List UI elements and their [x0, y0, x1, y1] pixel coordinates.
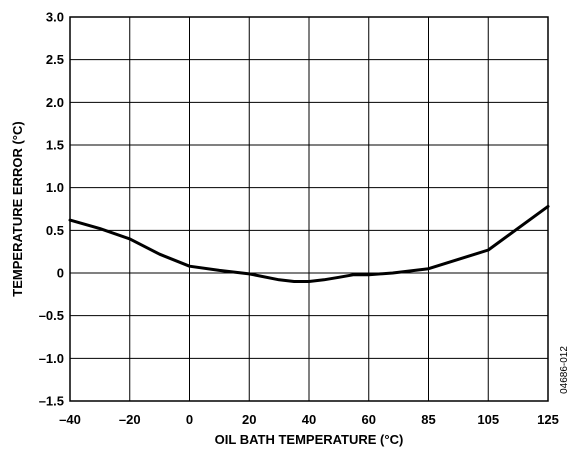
- x-tick-label: –20: [119, 412, 141, 427]
- y-tick-label: –1.5: [39, 394, 64, 409]
- figure-id: 04686-012: [559, 346, 570, 394]
- x-tick-label: 40: [302, 412, 316, 427]
- y-axis-tick-labels: 3.0 2.5 2.0 1.5 1.0 0.5 0 –0.5 –1.0 –1.5: [39, 10, 64, 409]
- y-axis-title: TEMPERATURE ERROR (°C): [10, 121, 25, 296]
- y-tick-label: 1.5: [46, 138, 64, 153]
- series-line: [68, 204, 550, 283]
- y-tick-label: 2.0: [46, 95, 64, 110]
- x-tick-label: 20: [242, 412, 256, 427]
- y-tick-label: –0.5: [39, 308, 64, 323]
- x-tick-label: 85: [421, 412, 435, 427]
- x-tick-label: 105: [477, 412, 499, 427]
- plot-frame: [69, 16, 549, 402]
- x-axis-tick-labels: –40 –20 0 20 40 60 85 105 125: [59, 412, 559, 427]
- grid: [70, 17, 548, 401]
- x-tick-label: 60: [362, 412, 376, 427]
- x-tick-label: –40: [59, 412, 81, 427]
- x-tick-label: 125: [537, 412, 559, 427]
- y-tick-label: 3.0: [46, 10, 64, 25]
- y-tick-label: 2.5: [46, 52, 64, 67]
- y-tick-label: 0.5: [46, 223, 64, 238]
- y-tick-label: 1.0: [46, 180, 64, 195]
- y-tick-label: –1.0: [39, 351, 64, 366]
- x-tick-label: 0: [186, 412, 193, 427]
- x-axis-title: OIL BATH TEMPERATURE (°C): [215, 432, 404, 447]
- y-tick-label: 0: [57, 266, 64, 281]
